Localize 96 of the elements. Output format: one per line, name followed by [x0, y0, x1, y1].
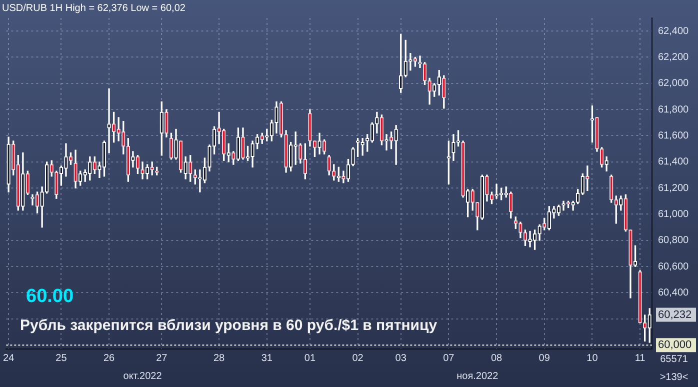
candlestick: [327, 155, 331, 176]
text: 60,232: [658, 308, 692, 321]
candlestick: [222, 128, 226, 161]
candlestick: [236, 128, 240, 161]
candlestick: [169, 132, 174, 160]
x-tick-label: 02: [352, 352, 364, 364]
y-tick-label: 60,600: [658, 261, 690, 272]
candlestick: [88, 156, 92, 181]
annotation: Рубль закрепится вблизи уровня в 60 руб./$1 в пятницу: [20, 317, 438, 334]
y-tick-label: 61,000: [658, 208, 690, 220]
candlestick: [178, 140, 183, 173]
y-tick-label: 62,400: [658, 26, 690, 37]
candlestick: [40, 186, 44, 228]
candlestick: [404, 40, 408, 78]
y-tick-label: 61,200: [658, 182, 690, 194]
candlestick: [418, 56, 422, 68]
candlestick: [318, 132, 322, 154]
candlestick: [312, 140, 317, 158]
candlestick: [413, 56, 418, 67]
y-tick-label: 61,400: [658, 156, 690, 168]
x-tick-label: 27: [156, 352, 168, 364]
candlestick: [303, 143, 307, 180]
candlestick: [174, 128, 178, 160]
candlestick: [160, 101, 164, 156]
x-tick-label: 26: [103, 352, 116, 364]
candlestick: [619, 196, 623, 211]
candlestick: [604, 156, 608, 172]
candlestick: [370, 122, 374, 143]
x-tick-label: 10: [586, 352, 598, 364]
candlestick: [380, 114, 384, 146]
candlestick: [571, 200, 575, 211]
text: окт.2022: [123, 370, 162, 382]
candlestick: [131, 151, 135, 168]
annotation: 60.00: [26, 286, 74, 308]
candlestick: [408, 52, 412, 71]
x-tick-label: 03: [395, 352, 407, 364]
candlestick: [184, 156, 188, 180]
candlestick: [518, 222, 522, 238]
candlestick: [92, 156, 97, 174]
candlestick: [308, 109, 312, 147]
candlestick: [523, 230, 528, 246]
candlestick: [499, 188, 504, 200]
candlestick: [256, 134, 260, 150]
candlestick: [437, 70, 441, 96]
candlestick: [399, 34, 403, 93]
candlestick: [610, 174, 614, 203]
candlestick: [509, 192, 513, 218]
candlestick: [466, 189, 470, 218]
candlestick: [288, 142, 293, 172]
x-tick-label: 24: [3, 352, 15, 364]
x-tick-label: 25: [56, 352, 68, 364]
y-tick-label: 61,800: [658, 104, 690, 116]
text: >139<: [660, 372, 688, 383]
candlestick: [322, 139, 326, 154]
candlestick: [332, 164, 336, 181]
x-tick-label: 31: [261, 352, 273, 364]
ref-line-label: 60,000: [658, 339, 692, 352]
y-tick-label: 60,400: [658, 287, 690, 298]
candlestick: [6, 136, 10, 192]
candlestick: [384, 134, 388, 150]
y-tick-label: 60,800: [658, 235, 690, 246]
candlestick: [624, 194, 628, 232]
candlestick: [188, 155, 192, 182]
candlestick: [193, 169, 197, 184]
y-tick-label: 62,200: [658, 52, 690, 63]
x-tick-label: 09: [538, 352, 550, 364]
text: 65571: [660, 354, 688, 365]
x-tick-label: 11: [634, 352, 646, 364]
candlestick: [346, 158, 350, 182]
candlestick: [45, 162, 49, 194]
candlestick: [107, 88, 111, 154]
candlestick: [78, 170, 82, 186]
candlestick: [562, 200, 566, 211]
text: ноя.2022: [456, 370, 499, 382]
y-tick-label: 62,000: [658, 78, 690, 90]
chart-title: USD/RUB 1H High = 62,376 Low = 60,02: [2, 2, 186, 14]
candlestick: [164, 109, 168, 138]
candlestick: [279, 101, 284, 138]
candlestick: [375, 112, 379, 134]
candlestick: [586, 166, 590, 192]
x-tick-label: 07: [443, 352, 455, 364]
candlestick: [556, 204, 561, 216]
candlestick: [102, 140, 106, 177]
x-tick-label: 08: [490, 352, 503, 364]
y-tick-label: 61,600: [658, 130, 690, 142]
x-tick-label: 28: [213, 352, 226, 364]
x-tick-label: 01: [304, 352, 316, 364]
candlestick: [136, 155, 140, 174]
candlestick: [30, 194, 34, 206]
candlestick: [389, 131, 394, 150]
candlestick: [351, 147, 355, 166]
candlestick: [21, 152, 25, 211]
candlestick: [480, 174, 484, 220]
candlestick: [336, 166, 340, 182]
candlestick: [112, 112, 116, 143]
candlestick: [394, 124, 398, 165]
